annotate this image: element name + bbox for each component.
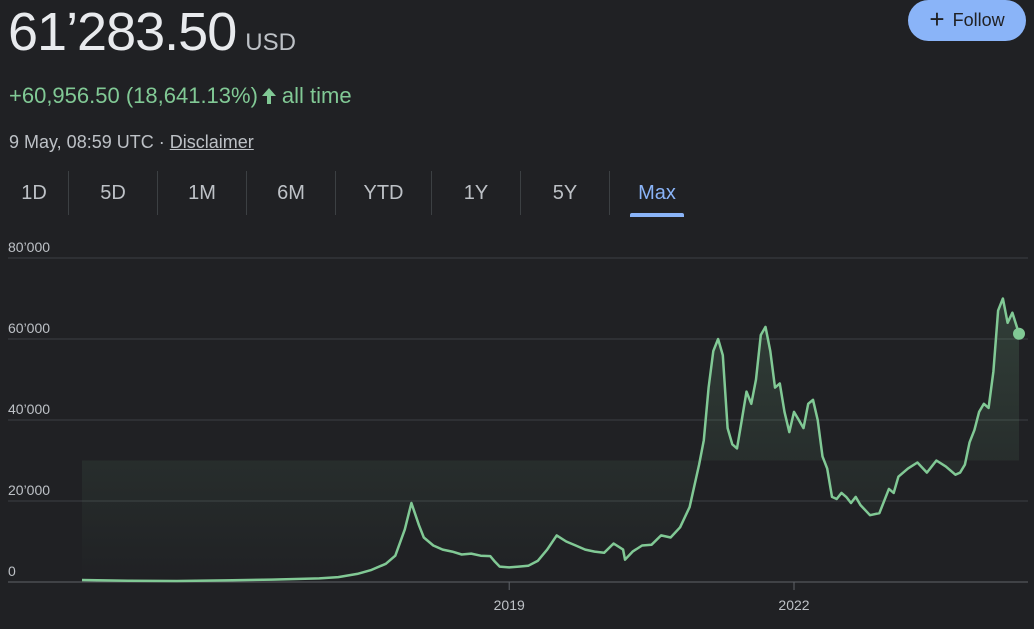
tab-6m[interactable]: 6M <box>277 181 305 204</box>
timestamp: 9 May, 08:59 UTC <box>9 132 154 152</box>
change-period: all time <box>281 83 352 108</box>
x-tick-label: 2019 <box>494 597 525 613</box>
follow-label: Follow <box>952 10 1005 30</box>
tab-1m[interactable]: 1M <box>188 181 216 204</box>
tab-divider <box>335 171 336 215</box>
change-value: +60,956.50 (18,641.13%) <box>9 83 258 108</box>
disclaimer-link[interactable]: Disclaimer <box>169 132 254 152</box>
separator-dot: · <box>158 132 165 152</box>
y-tick-label: 0 <box>8 563 16 579</box>
tab-1y[interactable]: 1Y <box>463 181 489 204</box>
y-tick-label: 80’000 <box>8 239 50 255</box>
price-header: 61’283.50 USD <box>8 0 296 64</box>
tab-divider <box>246 171 247 215</box>
tab-divider <box>431 171 432 215</box>
tab-1d[interactable]: 1D <box>21 181 47 204</box>
tab-divider <box>157 171 158 215</box>
tab-divider <box>68 171 69 215</box>
arrow-up-icon <box>260 86 278 106</box>
y-tick-label: 20’000 <box>8 482 50 498</box>
plus-icon: + <box>929 4 945 34</box>
price-change: +60,956.50 (18,641.13%) all time <box>9 83 352 109</box>
tab-divider <box>520 171 521 215</box>
currency-label: USD <box>245 29 296 56</box>
timestamp-row: 9 May, 08:59 UTC · Disclaimer <box>9 132 254 153</box>
tab-5y[interactable]: 5Y <box>552 181 578 204</box>
tab-max[interactable]: Max <box>630 170 684 217</box>
y-tick-label: 40’000 <box>8 401 50 417</box>
range-tabs: 1D 5D 1M 6M YTD 1Y 5Y Max <box>0 170 684 220</box>
tab-5d[interactable]: 5D <box>100 181 126 204</box>
tab-divider <box>609 171 610 215</box>
tab-ytd[interactable]: YTD <box>363 181 404 204</box>
follow-button[interactable]: + Follow <box>908 0 1026 41</box>
series-line <box>81 297 1021 583</box>
current-price: 61’283.50 <box>8 2 237 62</box>
series-area <box>82 298 1019 581</box>
y-tick-label: 60’000 <box>8 320 50 336</box>
x-tick-label: 2022 <box>778 597 809 613</box>
last-point-marker <box>1013 327 1025 340</box>
